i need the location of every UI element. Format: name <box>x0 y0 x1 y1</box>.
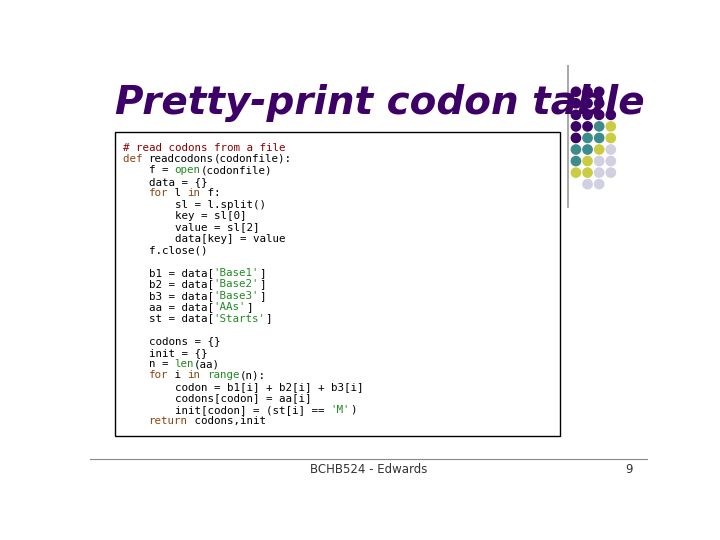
Text: for: for <box>148 188 168 198</box>
Text: codons[codon] = aa[i]: codons[codon] = aa[i] <box>122 393 311 403</box>
Circle shape <box>595 145 604 154</box>
Text: data = {}: data = {} <box>122 177 207 187</box>
Text: ): ) <box>350 404 356 415</box>
Circle shape <box>606 168 616 177</box>
Text: in: in <box>187 188 201 198</box>
Text: st = data[: st = data[ <box>122 314 214 323</box>
Text: ]: ] <box>259 279 266 289</box>
Circle shape <box>583 87 592 96</box>
Circle shape <box>583 110 592 119</box>
Text: key = sl[0]: key = sl[0] <box>122 211 246 221</box>
Text: readcodons: readcodons <box>148 154 214 164</box>
Text: codons,init: codons,init <box>187 416 266 426</box>
Text: init[codon] = (st[i] ==: init[codon] = (st[i] == <box>122 404 330 415</box>
Circle shape <box>571 87 580 96</box>
Text: 'Base3': 'Base3' <box>214 291 259 301</box>
FancyBboxPatch shape <box>114 132 560 436</box>
Text: i: i <box>168 370 187 381</box>
Text: range: range <box>207 370 240 381</box>
Circle shape <box>606 157 616 166</box>
Text: (n):: (n): <box>240 370 266 381</box>
Text: data[key] = value: data[key] = value <box>122 234 285 244</box>
Circle shape <box>571 145 580 154</box>
Circle shape <box>583 157 592 166</box>
Text: 'Base2': 'Base2' <box>214 279 259 289</box>
Circle shape <box>571 122 580 131</box>
Text: b1 = data[: b1 = data[ <box>122 268 214 278</box>
Text: ]: ] <box>246 302 253 312</box>
Text: (codonfile):: (codonfile): <box>214 154 292 164</box>
Text: 'AAs': 'AAs' <box>214 302 246 312</box>
Text: b2 = data[: b2 = data[ <box>122 279 214 289</box>
Text: sl = l.split(): sl = l.split() <box>122 200 266 210</box>
Text: b3 = data[: b3 = data[ <box>122 291 214 301</box>
Text: ]: ] <box>259 291 266 301</box>
Text: f:: f: <box>201 188 220 198</box>
Text: 'Starts': 'Starts' <box>214 314 266 323</box>
Circle shape <box>583 122 592 131</box>
Circle shape <box>595 168 604 177</box>
Text: (aa): (aa) <box>194 359 220 369</box>
Circle shape <box>583 168 592 177</box>
Circle shape <box>571 99 580 108</box>
Circle shape <box>595 179 604 189</box>
Circle shape <box>571 133 580 143</box>
Circle shape <box>583 133 592 143</box>
Circle shape <box>606 133 616 143</box>
Text: ]: ] <box>259 268 266 278</box>
Text: open: open <box>174 165 201 176</box>
Text: value = sl[2]: value = sl[2] <box>122 222 259 232</box>
Text: 'Base1': 'Base1' <box>214 268 259 278</box>
Text: codons = {}: codons = {} <box>122 336 220 346</box>
Text: BCHB524 - Edwards: BCHB524 - Edwards <box>310 463 428 476</box>
Text: # read codons from a file: # read codons from a file <box>122 143 285 153</box>
Circle shape <box>583 99 592 108</box>
Circle shape <box>595 122 604 131</box>
Circle shape <box>606 145 616 154</box>
Circle shape <box>583 179 592 189</box>
Circle shape <box>595 87 604 96</box>
Text: aa = data[: aa = data[ <box>122 302 214 312</box>
Text: def: def <box>122 154 148 164</box>
Circle shape <box>595 110 604 119</box>
Text: codon = b1[i] + b2[i] + b3[i]: codon = b1[i] + b2[i] + b3[i] <box>122 382 363 392</box>
Text: in: in <box>187 370 201 381</box>
Text: 9: 9 <box>625 463 632 476</box>
Circle shape <box>583 145 592 154</box>
Text: 'M': 'M' <box>330 404 350 415</box>
Text: n =: n = <box>122 359 174 369</box>
Circle shape <box>606 122 616 131</box>
Circle shape <box>571 110 580 119</box>
Text: len: len <box>174 359 194 369</box>
Text: ]: ] <box>266 314 272 323</box>
Circle shape <box>595 157 604 166</box>
Text: for: for <box>148 370 168 381</box>
Circle shape <box>571 157 580 166</box>
Text: (codonfile): (codonfile) <box>201 165 272 176</box>
Circle shape <box>571 168 580 177</box>
Text: f.close(): f.close() <box>122 245 207 255</box>
Text: Pretty-print codon table: Pretty-print codon table <box>114 84 644 122</box>
Text: return: return <box>148 416 187 426</box>
Text: f =: f = <box>122 165 174 176</box>
Text: l: l <box>168 188 187 198</box>
Circle shape <box>606 110 616 119</box>
Circle shape <box>595 133 604 143</box>
Text: init = {}: init = {} <box>122 348 207 357</box>
Circle shape <box>595 99 604 108</box>
